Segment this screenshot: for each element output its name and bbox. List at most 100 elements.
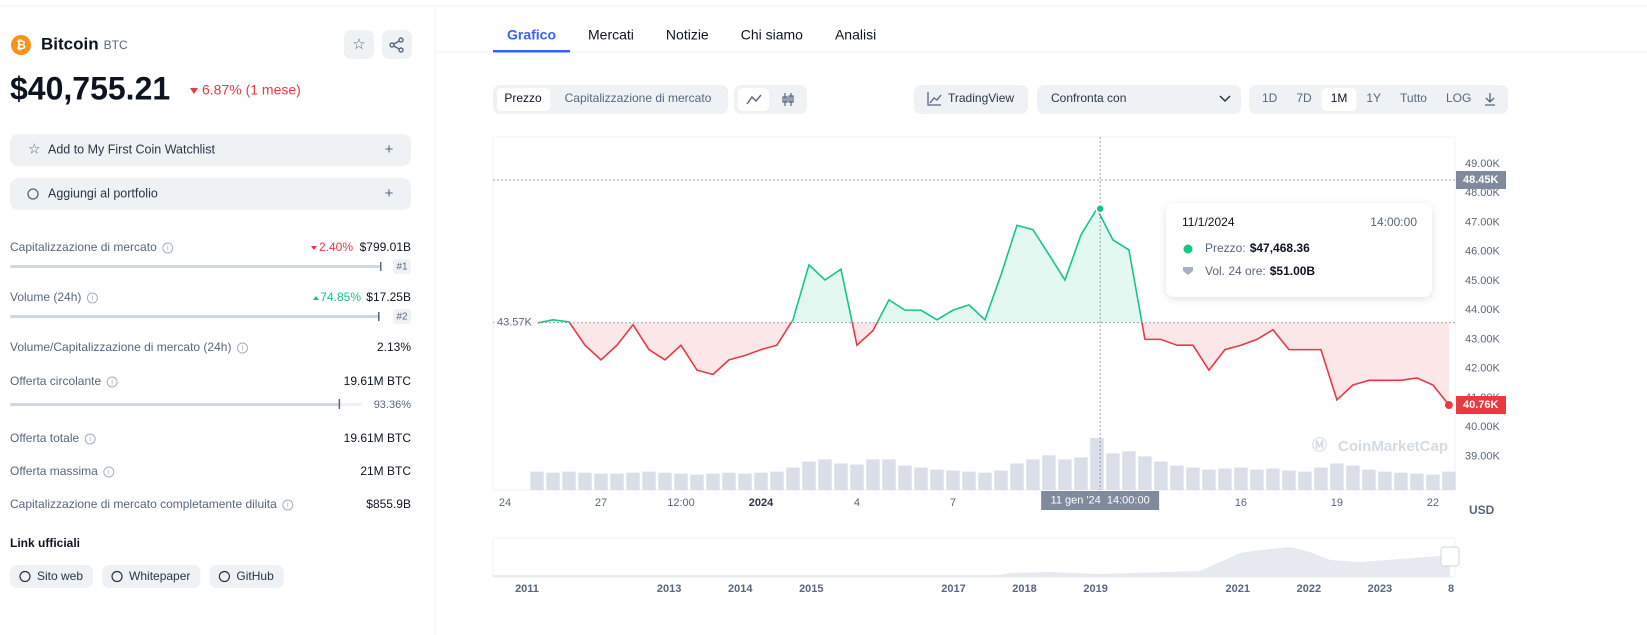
y-tick-label: 42.00K (1465, 363, 1501, 375)
tab-underline (493, 50, 571, 53)
volume-bar (866, 459, 880, 490)
mode-active[interactable] (497, 88, 550, 111)
portfolio-button[interactable] (10, 178, 411, 210)
supply-fill (10, 403, 339, 406)
volume-bar (1346, 465, 1360, 490)
volume-bar (1426, 474, 1440, 490)
info-glyph: i (89, 435, 91, 444)
tradingview-button[interactable] (914, 85, 1028, 114)
links-title: Link ufficiali (10, 536, 80, 550)
stat-value: $855.9B (366, 497, 411, 511)
mode[interactable]: Capitalizzazione di mercato (565, 91, 712, 105)
volume-bar (962, 471, 976, 490)
volume-bar (1266, 468, 1280, 490)
tooltip-date: 11/1/2024 (1182, 215, 1235, 229)
volume-bar (690, 474, 704, 490)
link-icon (111, 570, 123, 583)
cursor-badge (1456, 170, 1506, 189)
coin-icon (11, 35, 31, 55)
volume-bar (1154, 461, 1168, 490)
tab[interactable]: Grafico (507, 27, 556, 43)
range[interactable]: 1Y (1366, 91, 1381, 105)
watermark: CoinMarketCap (1338, 438, 1448, 455)
range[interactable]: LOG (1446, 91, 1471, 105)
tv-icon (927, 92, 942, 106)
tab[interactable]: Analisi (835, 27, 876, 43)
download-icon[interactable] (1485, 93, 1495, 106)
x-tick-label: 4 (854, 497, 860, 509)
tab[interactable]: Mercati (588, 27, 634, 43)
volume-bar (1362, 469, 1376, 490)
chevron (1219, 95, 1231, 103)
stat-value: $17.25B (366, 290, 411, 304)
star-button[interactable] (344, 30, 374, 59)
volume-bar (1410, 473, 1424, 490)
candle-icon[interactable] (782, 93, 794, 106)
navigator-axis: 2011 2013 2014 2015 2017 2018 2019 2021 2022 2023… (515, 583, 1454, 595)
volume-bar (1010, 463, 1024, 490)
stat-label: Capitalizzazione di mercato (10, 240, 157, 254)
tooltip-price: $47,468.36 (1250, 241, 1310, 255)
stat-change: 74.85% (320, 290, 361, 304)
y-tick-label: 43.00K (1465, 333, 1501, 345)
price: $40,755.21 (10, 70, 170, 106)
volume-bar (1298, 471, 1312, 490)
mode[interactable]: Prezzo (504, 91, 542, 105)
stat-label: Volume (24h) (10, 290, 81, 304)
tooltip-time: 14:00:00 (1370, 215, 1417, 229)
share-button[interactable] (382, 30, 412, 59)
volume-bar (1058, 459, 1072, 490)
x-tick-label: 2024 (749, 497, 774, 509)
volume-bar (770, 471, 784, 490)
info-glyph: i (108, 468, 110, 477)
stat-label: Offerta circolante (10, 374, 101, 388)
x-tick-label: 22 (1427, 497, 1439, 509)
coin-symbol: BTC (104, 38, 128, 52)
supply-percent: 93.36% (374, 399, 412, 411)
line-style-button[interactable] (738, 88, 769, 111)
volume-bar (818, 459, 832, 490)
rank-track (10, 265, 380, 268)
compare-select[interactable] (1037, 85, 1241, 114)
stat-value: $799.01B (360, 240, 411, 254)
plot: 43.57K39.00K40.00K41.00K42.00K43.00K44.0… (493, 137, 1506, 510)
range[interactable]: 1M (1331, 91, 1348, 105)
volume-bar (754, 472, 768, 490)
volume-bar (1122, 451, 1136, 490)
range[interactable]: 7D (1296, 91, 1312, 105)
link-chip[interactable] (209, 565, 284, 588)
volume-bar (562, 471, 576, 490)
range[interactable]: Tutto (1400, 91, 1427, 105)
watchlist-button[interactable] (10, 134, 411, 166)
coin-icon-glyph: ₿ (16, 38, 26, 52)
stat-value: 19.61M BTC (344, 431, 412, 445)
rank-track (10, 315, 380, 318)
tab[interactable]: Notizie (666, 27, 709, 43)
link-chip[interactable] (102, 565, 201, 588)
info-icon (162, 242, 174, 254)
currency: USD (1469, 503, 1495, 517)
up-arrow (313, 296, 319, 300)
action-label: Aggiungi al portfolio (48, 186, 158, 200)
line-icon (746, 94, 762, 105)
range[interactable]: 1D (1262, 91, 1278, 105)
volume-bar (994, 470, 1008, 490)
info-icon (86, 292, 98, 304)
info-glyph: i (287, 501, 289, 510)
navigator-handle[interactable] (1440, 546, 1460, 567)
link-chip[interactable] (10, 565, 94, 588)
navigator-tick: 2013 (657, 583, 681, 595)
navigator-tick: 2023 (1368, 583, 1392, 595)
info-icon (282, 499, 294, 511)
y-tick-label: 48.00K (1465, 187, 1501, 199)
hover-dot (1095, 203, 1105, 214)
rank-badge (393, 309, 411, 324)
tab[interactable]: Chi siamo (741, 27, 803, 43)
navigator-tick: 2011 (515, 583, 539, 595)
navigator-area (493, 547, 1450, 577)
navigator-tick: 8 (1448, 583, 1454, 595)
area-down (536, 322, 1449, 406)
volume-bar (1074, 457, 1088, 490)
volume-bar (1378, 471, 1392, 490)
rank: #1 (396, 262, 408, 273)
